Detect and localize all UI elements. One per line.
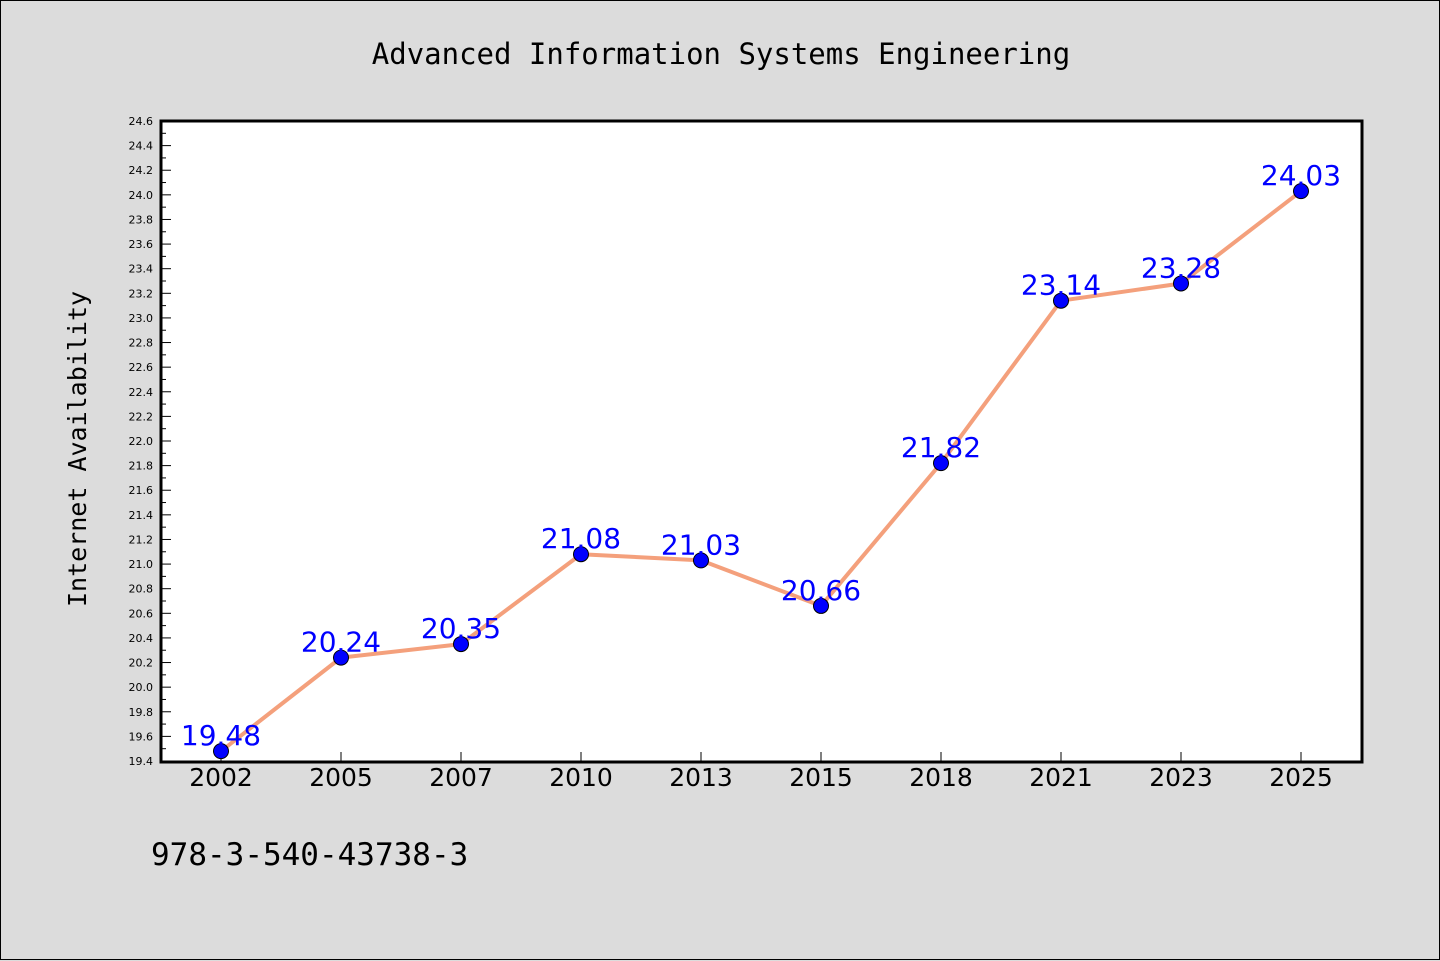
data-point <box>333 649 349 666</box>
y-tick-label: 19.6 <box>129 730 154 743</box>
x-tick-label: 2018 <box>909 763 973 792</box>
data-label: 20.24 <box>301 626 381 659</box>
data-label: 21.03 <box>661 528 741 561</box>
x-axis: 2002 2005 2007 2010 2013 2015 2018 2021 2023 2025 <box>189 752 1333 792</box>
data-point <box>693 552 709 569</box>
data-point <box>813 597 829 614</box>
series-line <box>219 189 1303 753</box>
y-tick-label: 21.0 <box>129 558 154 571</box>
x-tick-label: 2021 <box>1029 763 1093 792</box>
data-label: 23.28 <box>1141 251 1221 284</box>
y-tick-label: 21.2 <box>129 533 154 546</box>
data-label: 21.82 <box>901 431 981 464</box>
plot-area <box>159 119 1364 764</box>
data-label: 20.35 <box>421 612 501 645</box>
y-tick-label: 20.6 <box>129 607 154 620</box>
y-axis: 19.4 19.6 19.8 20.0 20.2 20.4 20.6 20.8 21.0 21.2… <box>129 115 171 768</box>
x-tick-label: 2007 <box>429 763 493 792</box>
y-tick-label: 23.0 <box>129 312 154 325</box>
footnote: 978-3-540-43738-3 <box>151 837 468 873</box>
y-tick-label: 22.2 <box>129 410 154 423</box>
x-tick-label: 2005 <box>309 763 373 792</box>
y-tick-label: 24.2 <box>129 164 154 177</box>
y-tick-label: 20.2 <box>129 657 154 670</box>
data-point <box>573 546 589 563</box>
data-point <box>933 455 949 472</box>
y-tick-label: 23.8 <box>129 213 154 226</box>
x-tick-label: 2025 <box>1269 763 1333 792</box>
data-point <box>1173 275 1189 292</box>
data-point <box>1053 292 1069 309</box>
x-tick-label: 2002 <box>189 763 253 792</box>
y-tick-label: 23.4 <box>129 263 154 276</box>
x-tick-label: 2010 <box>549 763 613 792</box>
data-label: 23.14 <box>1021 269 1101 302</box>
data-series: 19.48 20.24 20.35 21.08 21.03 20.66 21.82 23.14… <box>181 159 1341 760</box>
chart-title: Advanced Information Systems Engineering <box>372 37 1070 71</box>
data-label: 19.48 <box>181 719 261 752</box>
y-tick-label: 19.8 <box>129 706 154 719</box>
y-tick-label: 22.8 <box>129 337 154 350</box>
data-label: 21.08 <box>541 522 621 555</box>
y-tick-label: 24.0 <box>129 189 154 202</box>
y-tick-label: 21.4 <box>129 509 154 522</box>
y-tick-label: 22.6 <box>129 361 154 374</box>
y-tick-label: 21.6 <box>129 484 154 497</box>
y-tick-label: 22.0 <box>129 435 154 448</box>
data-point <box>1293 183 1309 200</box>
y-tick-label: 22.4 <box>129 386 154 399</box>
y-tick-label: 21.8 <box>129 460 154 473</box>
y-tick-label: 20.0 <box>129 681 154 694</box>
x-tick-label: 2013 <box>669 763 733 792</box>
y-axis-label: Internet Availability <box>63 291 92 607</box>
y-tick-label: 20.8 <box>129 583 154 596</box>
x-tick-label: 2015 <box>789 763 853 792</box>
data-label: 24.03 <box>1261 159 1341 192</box>
y-tick-label: 24.4 <box>129 140 154 153</box>
x-tick-label: 2023 <box>1149 763 1213 792</box>
y-tick-label: 20.4 <box>129 632 154 645</box>
data-label: 20.66 <box>781 574 861 607</box>
y-tick-label: 24.6 <box>129 115 154 128</box>
y-tick-label: 23.2 <box>129 287 154 300</box>
data-point <box>213 743 229 760</box>
y-tick-label: 23.6 <box>129 238 154 251</box>
y-tick-label: 19.4 <box>129 755 154 768</box>
data-point <box>453 636 469 653</box>
